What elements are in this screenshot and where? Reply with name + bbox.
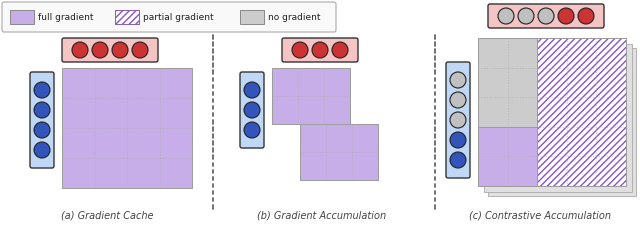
Text: (b) Gradient Accumulation: (b) Gradient Accumulation <box>257 210 387 220</box>
FancyBboxPatch shape <box>240 72 264 148</box>
Bar <box>537 38 626 186</box>
Circle shape <box>92 42 108 58</box>
Bar <box>484 44 632 192</box>
Circle shape <box>450 132 466 148</box>
Circle shape <box>34 102 50 118</box>
Bar <box>62 68 192 188</box>
Circle shape <box>558 8 574 24</box>
Bar <box>115 10 139 24</box>
Circle shape <box>244 102 260 118</box>
Circle shape <box>332 42 348 58</box>
Circle shape <box>292 42 308 58</box>
Bar <box>300 124 378 180</box>
Bar <box>10 10 34 24</box>
FancyBboxPatch shape <box>446 62 470 178</box>
Circle shape <box>244 82 260 98</box>
FancyBboxPatch shape <box>282 38 358 62</box>
Circle shape <box>72 42 88 58</box>
Circle shape <box>498 8 514 24</box>
Circle shape <box>132 42 148 58</box>
Circle shape <box>450 72 466 88</box>
Circle shape <box>34 82 50 98</box>
Text: (c) Contrastive Accumulation: (c) Contrastive Accumulation <box>469 210 611 220</box>
FancyBboxPatch shape <box>62 38 158 62</box>
Circle shape <box>578 8 594 24</box>
Bar <box>478 127 537 186</box>
Circle shape <box>312 42 328 58</box>
Text: (a) Gradient Cache: (a) Gradient Cache <box>61 210 153 220</box>
Text: full gradient: full gradient <box>38 12 93 22</box>
Bar <box>488 48 636 196</box>
FancyBboxPatch shape <box>488 4 604 28</box>
Text: no gradient: no gradient <box>268 12 321 22</box>
Circle shape <box>112 42 128 58</box>
Circle shape <box>538 8 554 24</box>
Circle shape <box>244 122 260 138</box>
Bar <box>272 68 350 124</box>
Circle shape <box>34 122 50 138</box>
Circle shape <box>450 152 466 168</box>
Bar <box>115 10 139 24</box>
Bar <box>478 38 626 186</box>
Circle shape <box>34 142 50 158</box>
Circle shape <box>518 8 534 24</box>
Bar <box>537 38 626 186</box>
Circle shape <box>450 112 466 128</box>
Bar <box>240 10 264 24</box>
FancyBboxPatch shape <box>30 72 54 168</box>
FancyBboxPatch shape <box>2 2 336 32</box>
Text: partial gradient: partial gradient <box>143 12 214 22</box>
Circle shape <box>450 92 466 108</box>
